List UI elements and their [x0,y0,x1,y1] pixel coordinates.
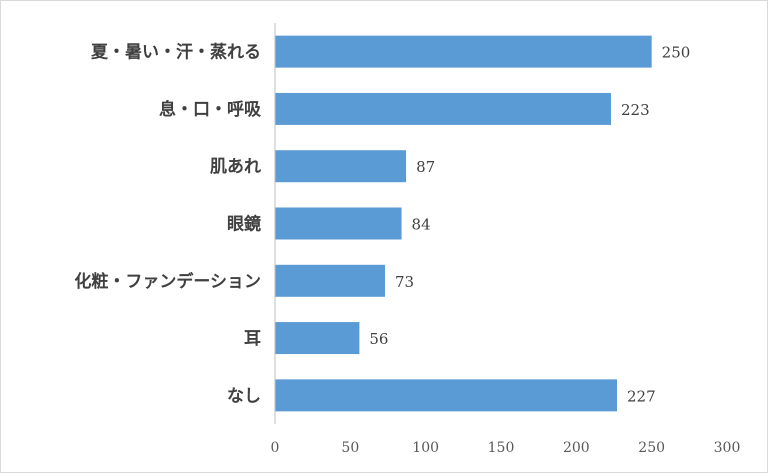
axis-layer: 0 50 100 150 200 250 300 [271,23,741,456]
data-label-5: 56 [369,330,388,348]
x-tick-label-2: 100 [412,440,439,456]
labels-layer: 夏・暑い・汗・蒸れる 250 息・口・呼吸 223 肌あれ 87 眼鏡 84 化粧・ファンデーシ… [74,42,690,407]
category-label-4: 化粧・ファンデーション [74,271,261,292]
category-label-3: 眼鏡 [227,214,261,235]
x-tick-label-1: 50 [341,440,359,456]
x-tick-label-5: 250 [638,440,665,456]
x-tick-label-3: 150 [488,440,515,456]
data-label-0: 250 [662,44,691,62]
data-label-6: 227 [627,387,656,405]
bar-3 [275,207,402,240]
data-label-2: 87 [416,158,435,176]
data-label-1: 223 [621,101,650,119]
category-label-0: 夏・暑い・汗・蒸れる [91,42,261,63]
category-label-6: なし [227,386,261,406]
category-label-1: 息・口・呼吸 [159,99,262,120]
bars-layer [275,35,652,412]
bar-2 [275,150,407,183]
bar-4 [275,264,385,297]
bar-1 [275,92,611,125]
x-tick-label-4: 200 [563,440,590,456]
x-tick-label-6: 300 [714,440,741,456]
bar-0 [275,35,652,68]
data-label-4: 73 [395,273,414,291]
category-label-2: 肌あれ [210,157,261,177]
bar-6 [275,379,618,412]
x-tick-label-0: 0 [271,440,280,456]
bar-5 [275,322,360,355]
data-label-3: 84 [412,216,431,234]
category-label-5: 耳 [244,329,261,349]
